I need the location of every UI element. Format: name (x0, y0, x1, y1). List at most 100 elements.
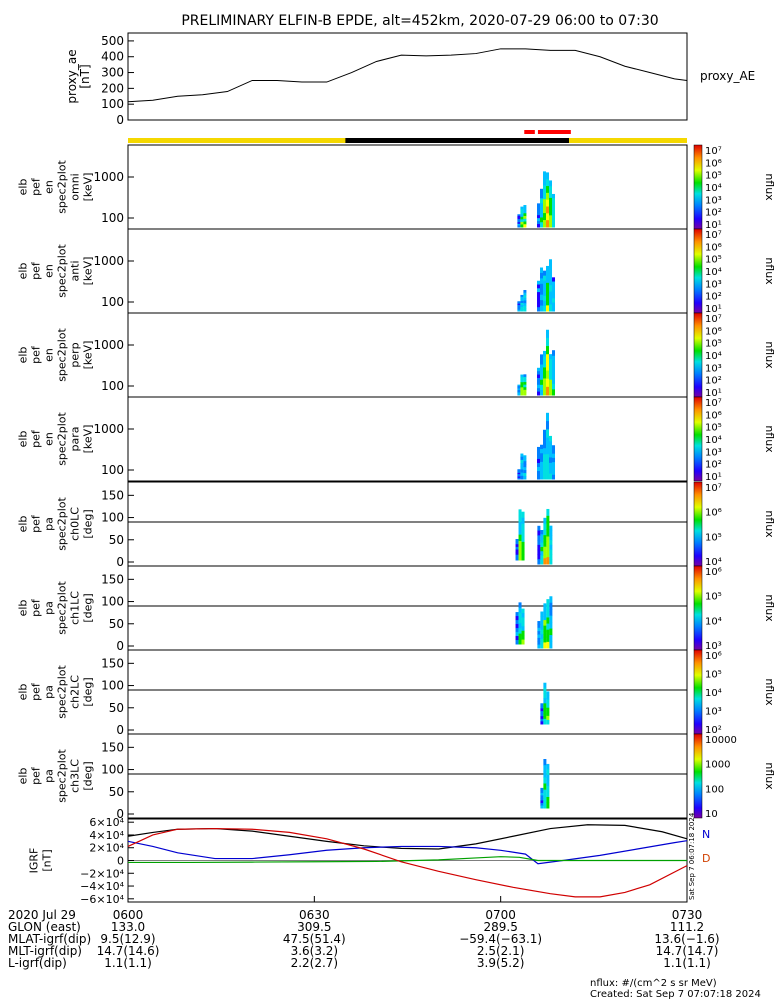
energy-spectrogram-anti-flux-cell (546, 271, 550, 278)
energy-spectrogram-omni-ylabel-line: [keV] (82, 173, 95, 202)
pitch-angle-ch2LC-flux-cell (546, 699, 550, 705)
energy-spectrogram-perp-flux-cell (540, 374, 544, 381)
energy-spectrogram-anti-flux-cell (540, 283, 544, 290)
proxy-ae-tick-label: 400 (101, 50, 124, 64)
energy-spectrogram-perp-flux-cell (543, 372, 547, 379)
pitch-angle-ch0LC-colorbar-label: nflux (763, 510, 775, 538)
energy-spectrogram-omni-flux-cell (552, 218, 556, 224)
energy-spectrogram-para-flux-cell (543, 454, 547, 462)
pitch-angle-ch0LC-tick-label: 0 (116, 555, 124, 569)
pitch-angle-ch0LC-flux-cell (521, 541, 525, 549)
energy-spectrogram-perp-ylabel-line: elb (17, 347, 30, 364)
energy-spectrogram-perp-flux-cell (523, 389, 527, 393)
energy-spectrogram-anti-flux-cell (537, 303, 541, 308)
pitch-angle-ch3LC-colorbar: 10000 1000 100 10 nflux (693, 733, 775, 820)
plot-title: PRELIMINARY ELFIN-B EPDE, alt=452km, 202… (181, 13, 658, 29)
energy-spectrogram-perp-flux-cell (552, 361, 556, 368)
pitch-angle-ch0LC-flux-cell (537, 530, 541, 536)
energy-spectrogram-omni-flux-cell (520, 214, 524, 218)
pitch-angle-ch2LC-colorbar-tick: 10⁶ (705, 651, 722, 662)
pitch-angle-ch0LC-flux-cell (549, 540, 553, 546)
energy-spectrogram-omni-flux-cell (537, 206, 541, 210)
pitch-angle-ch0LC-flux-cell (540, 534, 544, 540)
energy-spectrogram-anti-flux-cell (537, 295, 541, 301)
pitch-angle-ch0LC-flux-cell (549, 554, 553, 560)
pitch-angle-ch1LC-flux-cell (540, 634, 544, 640)
pitch-angle-ch0LC-flux-data (515, 508, 553, 565)
energy-spectrogram-para-flux-cell (549, 452, 553, 458)
energy-spectrogram-para-flux-cell (543, 466, 547, 474)
energy-spectrogram-para-flux-cell (520, 456, 524, 461)
pitch-angle-ch1LC-flux-cell (521, 630, 525, 636)
pitch-angle-ch2LC-ylabel-line: [deg] (82, 677, 95, 706)
energy-spectrogram-perp-flux-cell (520, 379, 524, 383)
energy-spectrogram-omni-flux-cell (543, 185, 547, 193)
energy-spectrogram-para-flux-cell (523, 473, 527, 477)
pitch-angle-ch1LC-flux-cell (521, 608, 525, 614)
position-row-label: MLT-igrf(dip) (8, 944, 82, 958)
energy-spectrogram-para-flux-cell (517, 471, 521, 474)
position-row-value: 3.6(3.2) (291, 944, 339, 958)
energy-spectrogram-anti-flux-cell (520, 308, 524, 312)
pitch-angle-ch3LC-colorbar-tick: 10 (705, 809, 718, 820)
proxy-ae-ylabel: proxy_ae [nT] (65, 49, 92, 103)
energy-spectrogram-omni-flux-cell (523, 213, 527, 217)
pitch-angle-ch1LC-flux-cell (540, 616, 544, 622)
energy-spectrogram-omni-colorbar-scale (693, 144, 703, 230)
energy-spectrogram-anti-tick-label: 100 (101, 295, 124, 309)
energy-spectrogram-omni-flux-cell (537, 209, 541, 213)
pitch-angle-ch2LC-tick-label: 150 (101, 656, 124, 670)
position-row-value: 14.7(14.7) (656, 944, 719, 958)
pitch-angle-ch0LC-flux-cell (521, 511, 525, 519)
energy-spectrogram-perp-flux-cell (552, 355, 556, 362)
energy-spectrogram-perp-flux-cell (543, 383, 547, 390)
energy-spectrogram-omni-flux-cell (549, 186, 553, 193)
energy-spectrogram-anti-flux-cell (552, 298, 556, 304)
energy-spectrogram-perp-flux-cell (540, 389, 544, 396)
energy-spectrogram-omni-flux-cell (523, 216, 527, 220)
energy-spectrogram-para-flux-cell (552, 466, 556, 472)
pitch-angle-ch3LC-flux-cell (543, 777, 547, 785)
pitch-angle-ch1LC-tick-label: 150 (101, 572, 124, 586)
energy-spectrogram-omni-flux-cell (520, 221, 524, 225)
energy-spectrogram-anti-flux-cell (546, 265, 550, 273)
pitch-angle-ch3LC-flux-cell (543, 801, 547, 809)
position-row-value: 309.5 (297, 920, 331, 934)
energy-spectrogram-para-flux-cell (546, 412, 550, 422)
pitch-angle-ch2LC-tick-label: 50 (109, 701, 124, 715)
energy-spectrogram-anti-flux-cell (543, 280, 547, 287)
energy-spectrogram-perp-flux-cell (543, 389, 547, 396)
energy-spectrogram-para-tick-label: 100 (101, 463, 124, 477)
energy-spectrogram-omni-flux-cell (537, 218, 541, 222)
energy-spectrogram-perp-flux-cell (552, 378, 556, 385)
energy-spectrogram-anti-flux-cell (537, 280, 541, 286)
energy-spectrogram-perp-flux-cell (540, 364, 544, 371)
energy-spectrogram-perp-flux-cell (523, 384, 527, 388)
energy-spectrogram-para-flux-cell (520, 469, 524, 474)
energy-spectrogram-perp-flux-cell (549, 364, 553, 370)
pitch-angle-ch2LC-colorbar-label: nflux (763, 678, 775, 706)
energy-spectrogram-omni-flux-cell (517, 215, 521, 218)
pitch-angle-ch0LC-flux-cell (515, 544, 519, 548)
energy-spectrogram-para-flux-cell (523, 464, 527, 468)
energy-spectrogram-para-flux-cell (546, 462, 550, 472)
energy-spectrogram-perp-colorbar-tick: 10⁶ (705, 326, 722, 337)
energy-spectrogram-omni-flux-cell (540, 207, 544, 214)
energy-spectrogram-perp-colorbar-tick: 10¹ (705, 388, 722, 399)
energy-spectrogram-omni-flux-cell (540, 212, 544, 218)
energy-spectrogram-anti-flux-cell (552, 277, 556, 283)
pitch-angle-ch3LC-flux-cell (540, 792, 544, 796)
pitch-angle-ch2LC-flux-cell (543, 718, 547, 725)
pitch-angle-ch2LC-ylabel: elb pef pa spec2plot ch2LC [deg] (17, 665, 95, 719)
pitch-angle-ch2LC-flux-cell (540, 711, 544, 715)
energy-spectrogram-para-tick-label: 1000 (93, 422, 124, 436)
energy-spectrogram-omni-flux-cell (543, 220, 547, 228)
energy-spectrogram-para-flux-cell (540, 461, 544, 467)
energy-spectrogram-omni-flux-cell (523, 205, 527, 209)
pitch-angle-ch0LC-flux-cell (549, 530, 553, 536)
pitch-angle-ch3LC-flux-cell (546, 769, 550, 776)
pitch-angle-ch3LC-flux-cell (543, 795, 547, 803)
